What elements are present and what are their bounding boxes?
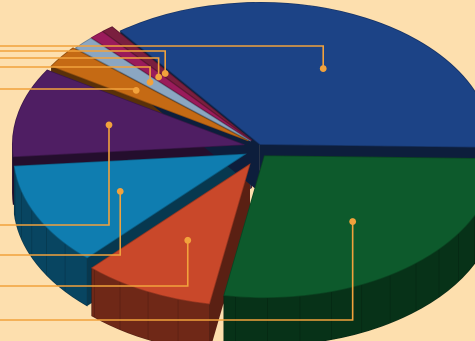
pie-slice-8 <box>90 31 252 141</box>
leader-line-5 <box>0 124 110 226</box>
leader-dot-9 <box>161 70 169 77</box>
leader-dot-2 <box>349 218 357 225</box>
pie-slice-cut-3-0 <box>209 164 250 341</box>
leader-line-3 <box>0 240 189 287</box>
leader-dot-7 <box>146 78 154 86</box>
leader-dot-4 <box>116 187 124 195</box>
leader-dot-1 <box>319 65 327 72</box>
leader-dot-8 <box>155 73 163 81</box>
leader-line-8 <box>0 57 160 77</box>
pie-slice-4 <box>13 153 247 259</box>
leader-line-1 <box>0 45 325 69</box>
leader-line-4 <box>0 191 122 256</box>
pie-slice-5 <box>12 69 245 158</box>
leader-line-2 <box>0 221 354 321</box>
leader-dot-3 <box>184 236 192 244</box>
leader-dot-5 <box>105 121 113 129</box>
leader-line-7 <box>0 66 151 83</box>
leader-lines-layer <box>0 45 357 321</box>
leader-line-9 <box>0 50 166 74</box>
leader-dot-6 <box>132 87 140 94</box>
slice-top-layer <box>12 2 475 305</box>
pie-slice-1 <box>119 2 475 148</box>
pie-slice-9 <box>102 26 253 141</box>
pie-slice-6 <box>50 47 249 142</box>
pie-slice-2 <box>223 155 475 299</box>
pie-slice-3 <box>90 163 251 305</box>
pie-slice-7 <box>74 37 251 142</box>
